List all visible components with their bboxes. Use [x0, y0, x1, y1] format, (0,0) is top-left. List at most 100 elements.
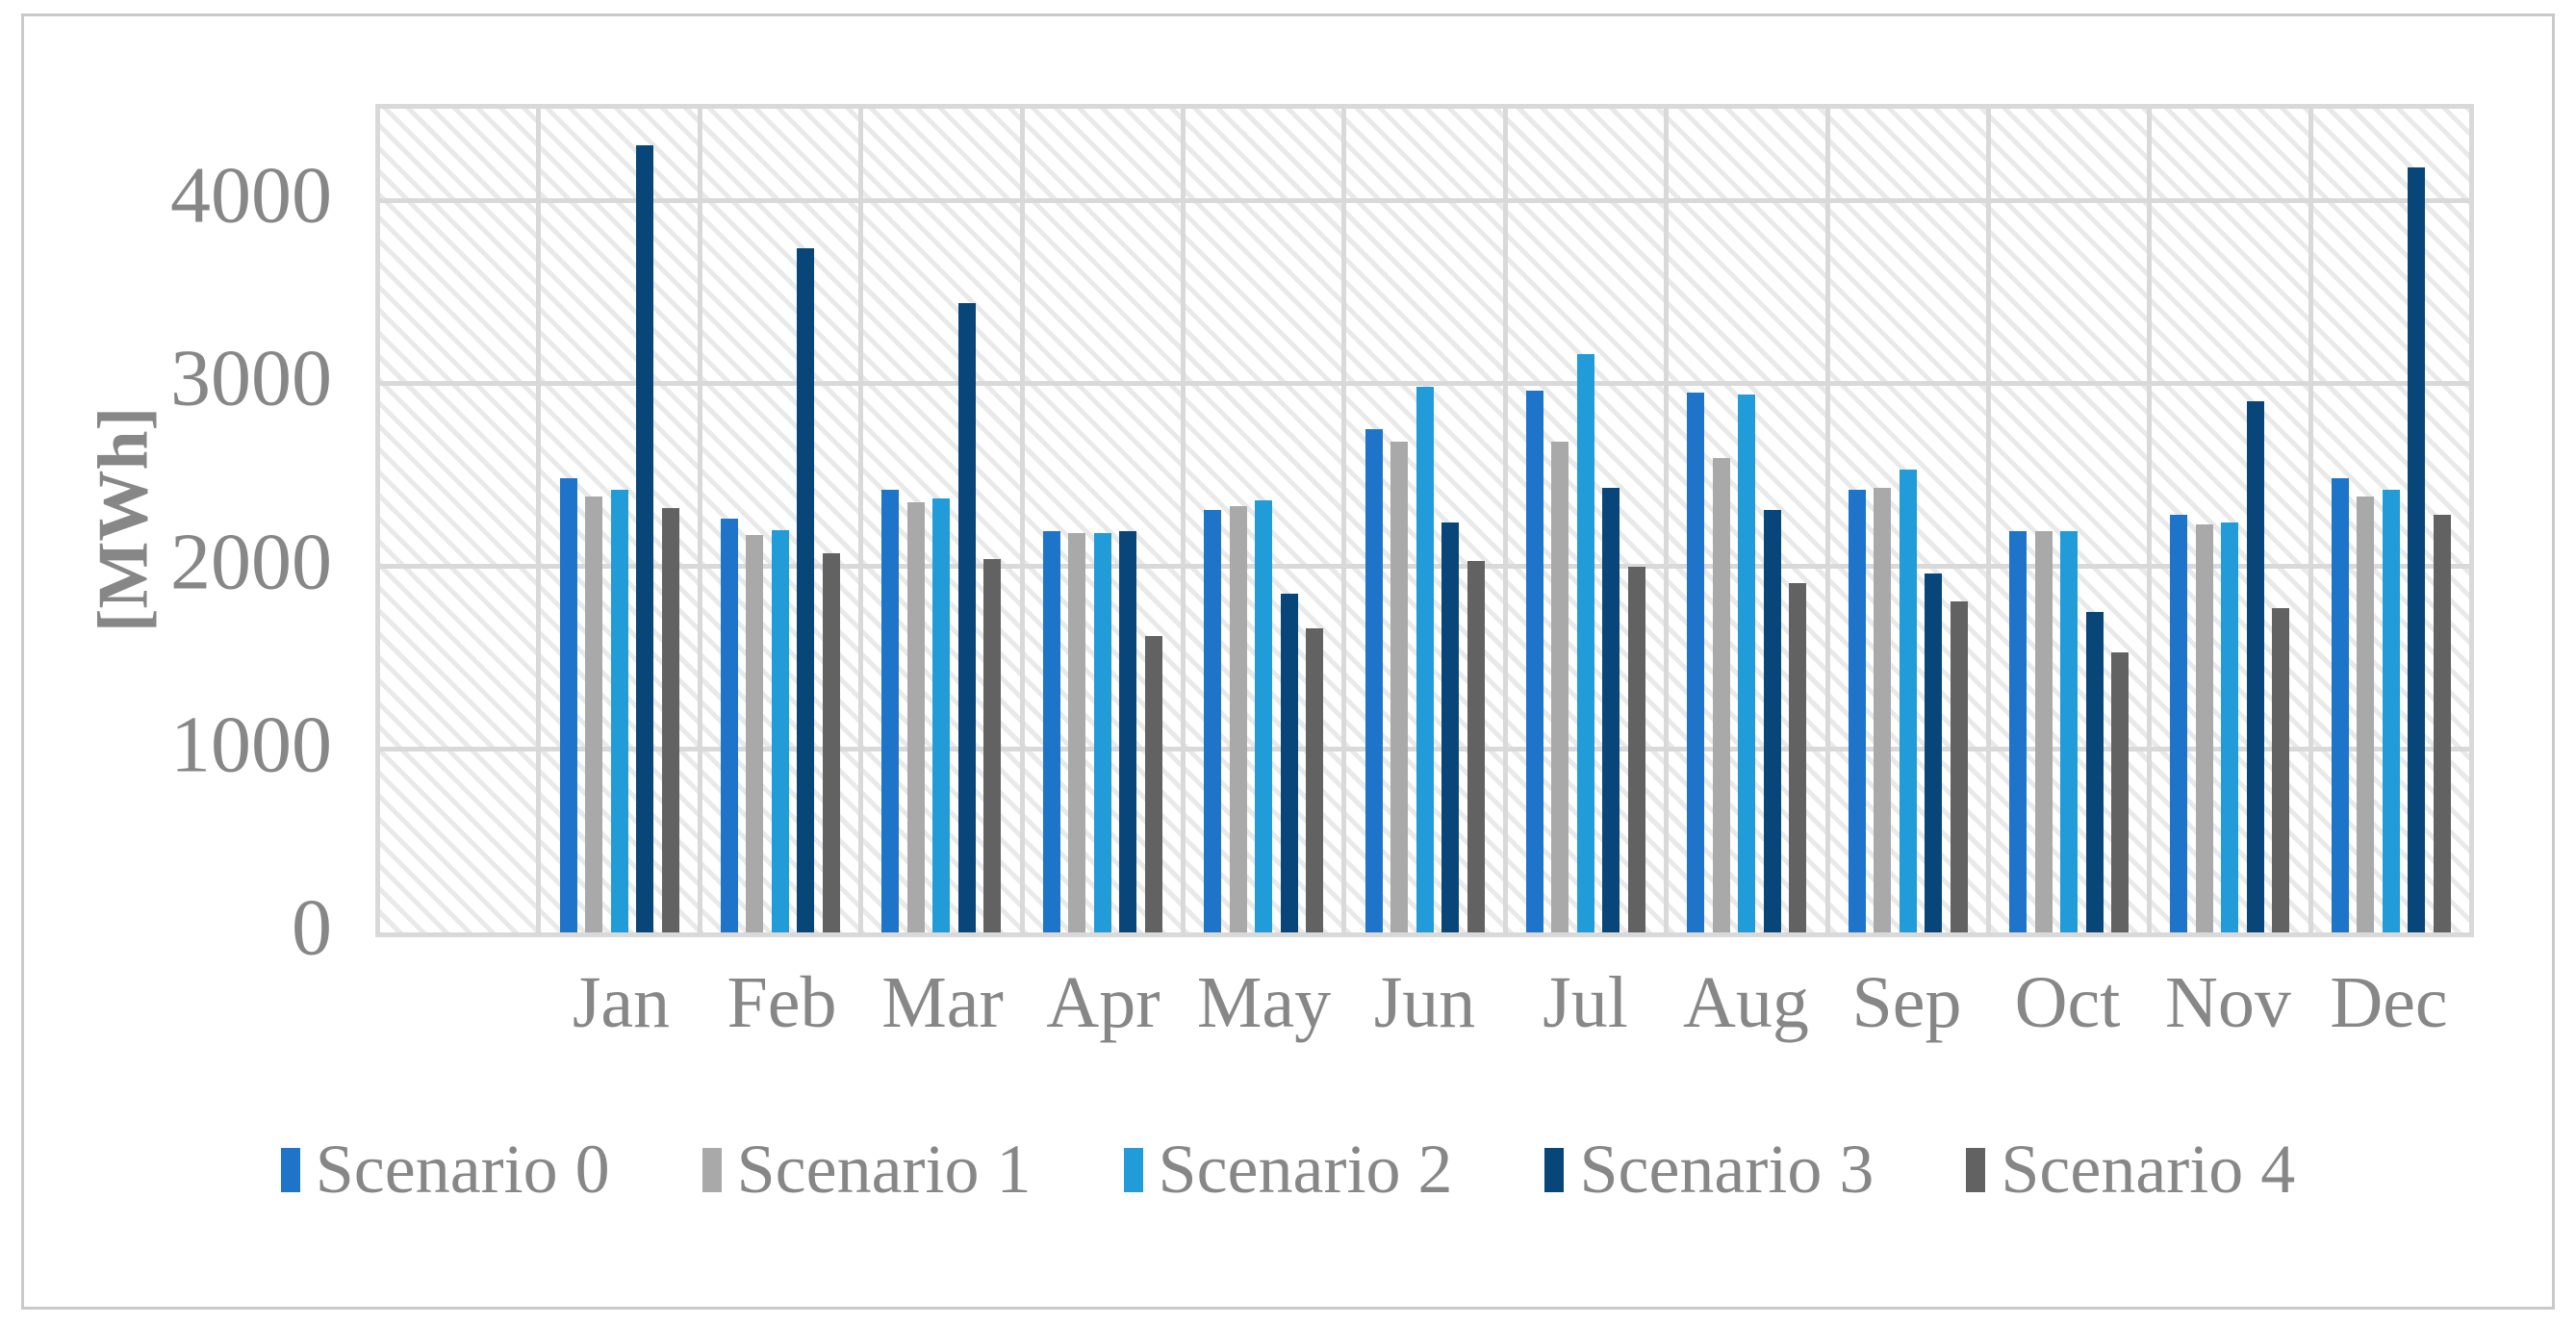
month-cell-dec [2313, 109, 2469, 932]
month-cell-aug [1669, 109, 1830, 932]
bar-scenario-3-dec [2408, 166, 2426, 932]
bar-scenario-2-oct [2060, 531, 2079, 932]
bar-group-jan [559, 109, 679, 932]
legend-marker-scenario-1 [701, 1147, 722, 1192]
legend-item-scenario-2: Scenario 2 [1123, 1130, 1452, 1210]
bar-scenario-0-jul [1525, 390, 1543, 932]
bar-scenario-2-jan [610, 489, 628, 932]
bar-group-aug [1687, 109, 1807, 932]
bar-scenario-0-dec [2331, 478, 2349, 932]
bar-scenario-1-nov [2195, 523, 2213, 932]
bar-scenario-1-feb [746, 535, 764, 932]
bar-scenario-1-aug [1712, 458, 1730, 932]
bar-scenario-0-jan [559, 478, 577, 932]
bar-scenario-0-sep [1848, 489, 1866, 932]
bar-scenario-0-may [1204, 509, 1222, 932]
bar-scenario-2-sep [1899, 469, 1917, 932]
bar-scenario-2-aug [1738, 394, 1756, 932]
bar-scenario-3-nov [2246, 401, 2264, 932]
bar-group-may [1204, 109, 1324, 932]
bar-scenario-1-jan [585, 497, 603, 932]
bar-scenario-4-nov [2272, 608, 2290, 932]
bar-scenario-2-jun [1416, 387, 1434, 932]
bar-scenario-0-jun [1365, 428, 1383, 932]
bar-scenario-2-may [1255, 500, 1273, 932]
bar-scenario-3-aug [1763, 509, 1781, 932]
bar-scenario-3-jan [636, 145, 654, 932]
x-axis-label-dec: Dec [2330, 961, 2448, 1043]
x-axis-label-mar: Mar [881, 961, 1004, 1043]
legend: Scenario 0 Scenario 1 Scenario 2 Scenario 3… [0, 1114, 2576, 1225]
bar-group-mar [881, 109, 1002, 932]
x-axis-label-oct: Oct [2014, 961, 2121, 1043]
legend-item-scenario-3: Scenario 3 [1544, 1130, 1874, 1210]
gridline-3000 [380, 380, 2469, 386]
bar-scenario-2-nov [2221, 522, 2239, 932]
month-cell-jul [1508, 109, 1670, 932]
month-cell-nov [2152, 109, 2313, 932]
x-axis-label-sep: Sep [1851, 961, 1962, 1043]
bar-scenario-4-oct [2111, 651, 2130, 932]
bar-group-oct [2009, 109, 2130, 932]
bar-scenario-1-oct [2034, 531, 2053, 932]
bar-scenario-3-feb [797, 247, 815, 932]
bar-group-feb [720, 109, 840, 932]
x-axis-label-apr: Apr [1046, 961, 1160, 1043]
month-cell-jun [1346, 109, 1508, 932]
legend-marker-scenario-4 [1966, 1147, 1986, 1192]
legend-label-scenario-0: Scenario 0 [315, 1131, 610, 1208]
legend-item-scenario-0: Scenario 0 [280, 1130, 610, 1210]
x-axis-label-nov: Nov [2165, 961, 2291, 1043]
bar-scenario-1-apr [1068, 533, 1086, 932]
bar-scenario-4-mar [983, 558, 1002, 932]
bar-scenario-1-mar [906, 501, 925, 932]
y-tick-label-2000: 2000 [170, 517, 332, 607]
y-tick-label-3000: 3000 [170, 333, 332, 423]
plot-area [375, 104, 2474, 937]
x-axis-label-jun: Jun [1373, 961, 1476, 1043]
bar-scenario-4-sep [1950, 600, 1968, 932]
legend-item-scenario-1: Scenario 1 [701, 1130, 1032, 1210]
gridline-4000 [380, 197, 2469, 203]
bar-scenario-4-jul [1627, 566, 1645, 932]
bar-scenario-2-apr [1093, 533, 1111, 932]
bar-scenario-3-oct [2085, 612, 2104, 932]
legend-marker-scenario-0 [280, 1147, 300, 1192]
month-cell-oct [1991, 109, 2153, 932]
figure-border [21, 13, 2555, 1310]
bar-scenario-1-jun [1390, 442, 1409, 932]
month-cell-empty [380, 109, 542, 932]
bar-scenario-0-oct [2009, 531, 2028, 932]
legend-label-scenario-4: Scenario 4 [2001, 1131, 2296, 1208]
bar-group-sep [1848, 109, 1968, 932]
bar-group-nov [2170, 109, 2290, 932]
bar-scenario-2-jul [1576, 353, 1594, 932]
bar-scenario-2-mar [932, 498, 951, 932]
month-cell-feb [702, 109, 864, 932]
bar-scenario-0-nov [2170, 515, 2188, 932]
bar-group-dec [2331, 109, 2451, 932]
bar-scenario-4-jan [661, 507, 679, 932]
legend-item-scenario-4: Scenario 4 [1966, 1130, 2295, 1210]
x-axis-label-aug: Aug [1683, 961, 1809, 1043]
y-tick-label-4000: 4000 [170, 150, 332, 241]
bar-group-jul [1525, 109, 1645, 932]
legend-marker-scenario-2 [1123, 1147, 1143, 1192]
category-cells [380, 109, 2469, 932]
bar-group-jun [1365, 109, 1485, 932]
month-cell-sep [1830, 109, 1991, 932]
bar-scenario-4-dec [2433, 515, 2451, 932]
bar-scenario-4-apr [1144, 635, 1162, 932]
bar-scenario-3-jul [1602, 487, 1620, 932]
bar-scenario-1-may [1229, 505, 1247, 932]
x-axis-label-jul: Jul [1543, 961, 1628, 1043]
bar-scenario-4-jun [1467, 560, 1485, 932]
bar-scenario-4-may [1306, 628, 1324, 932]
x-axis-label-feb: Feb [727, 961, 837, 1043]
bar-scenario-2-dec [2382, 489, 2400, 932]
y-tick-label-0: 0 [292, 882, 332, 973]
x-axis-labels: Jan Feb Mar Apr May Jun Jul Aug Sep Oct Nov Dec [380, 955, 2469, 1051]
bar-scenario-3-jun [1441, 522, 1460, 932]
month-cell-apr [1025, 109, 1186, 932]
